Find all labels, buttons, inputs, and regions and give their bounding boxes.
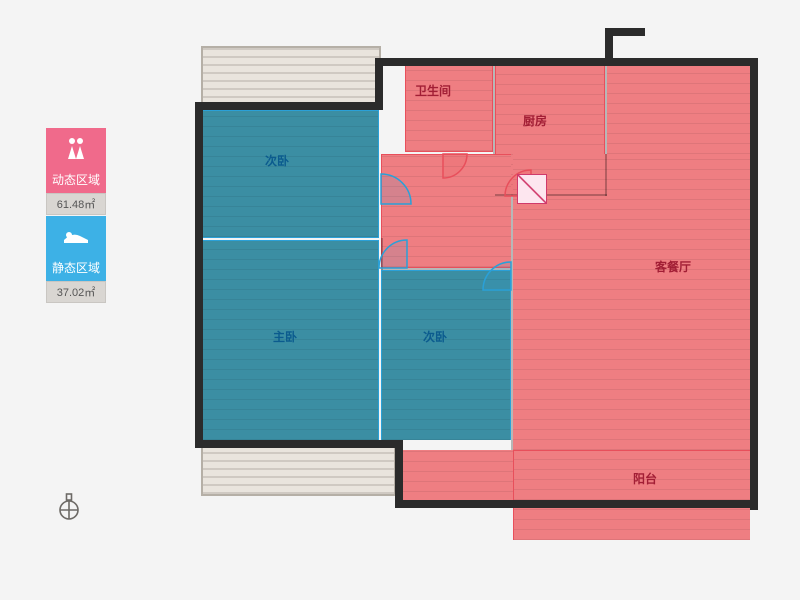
outer-wall <box>395 440 403 508</box>
room-label-balcony_lower: 阳台 <box>633 470 657 487</box>
room-label-kitchen: 厨房 <box>523 112 547 129</box>
outer-wall <box>195 102 203 448</box>
room-label-secondary_bedroom_2: 次卧 <box>423 328 447 345</box>
room-label-bathroom: 卫生间 <box>415 82 451 99</box>
outer-wall <box>400 58 755 66</box>
sleep-icon <box>52 216 100 256</box>
interior-divider <box>605 66 607 196</box>
interior-divider <box>495 194 607 196</box>
balcony-top <box>201 46 381 108</box>
outer-wall <box>605 28 645 36</box>
interior-divider <box>381 238 383 270</box>
legend-static-label: 静态区域 <box>46 256 106 281</box>
legend-dynamic-value: 61.48㎡ <box>46 193 106 215</box>
legend-static-value: 37.02㎡ <box>46 281 106 303</box>
room-corridor <box>381 154 511 268</box>
legend-static-zone: 静态区域 37.02㎡ <box>46 216 106 303</box>
room-secondary_bedroom_2 <box>381 270 511 440</box>
room-label-secondary_bedroom_1: 次卧 <box>265 152 289 169</box>
outer-wall <box>195 102 383 110</box>
room-bathroom <box>405 66 493 152</box>
room-label-master_bedroom: 主卧 <box>273 328 297 345</box>
compass-icon <box>54 492 84 522</box>
floor-plan: 次卧主卧次卧卫生间厨房客餐厅阳台 <box>195 28 765 576</box>
room-living_dining <box>513 154 750 450</box>
interior-divider <box>493 66 495 154</box>
balcony-bottom <box>201 440 396 496</box>
legend-dynamic-label: 动态区域 <box>46 168 106 193</box>
interior-divider <box>511 196 513 450</box>
outer-wall <box>750 58 758 510</box>
outer-wall <box>395 500 755 508</box>
outer-wall <box>195 440 403 448</box>
room-label-living_dining: 客餐厅 <box>655 258 691 275</box>
room-living_upper_strip <box>607 66 750 154</box>
outer-wall <box>375 58 405 66</box>
room-balcony_lower <box>513 450 750 540</box>
feature-box <box>517 174 547 204</box>
room-secondary_bedroom_1 <box>203 110 379 238</box>
interior-divider <box>381 268 511 270</box>
legend-dynamic-zone: 动态区域 61.48㎡ <box>46 128 106 215</box>
people-icon <box>52 128 100 168</box>
